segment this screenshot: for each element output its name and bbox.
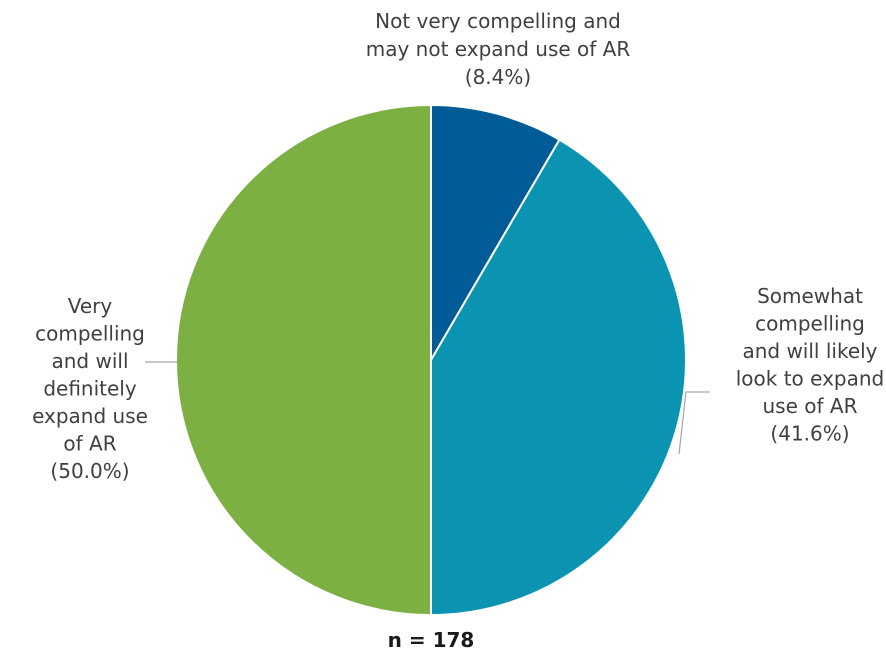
slice-label-line: Not very compelling and <box>375 9 621 33</box>
slice-label-line: use of AR <box>763 394 858 418</box>
pie-slice-3 <box>175 103 432 617</box>
slice-label-3: Very compelling and will definitely expand u… <box>32 294 148 483</box>
slice-label-line: Somewhat <box>757 284 863 308</box>
slice-label-line: compelling <box>755 312 865 336</box>
slice-label-line: expand use <box>32 404 148 428</box>
pie-slice-2 <box>430 138 687 617</box>
slice-label-line: (41.6%) <box>770 422 849 446</box>
slice-label-line: compelling <box>35 322 145 346</box>
slice-label-line: and will likely <box>742 339 877 363</box>
slice-label-line: (8.4%) <box>465 65 531 89</box>
slice-label-line: and will <box>51 349 128 373</box>
slice-label-line: of AR <box>63 432 116 456</box>
slice-label-line: look to expand <box>736 367 885 391</box>
slice-label-line: Very <box>68 294 113 318</box>
slice-label-1: Not very compelling and may not expand us… <box>366 9 631 89</box>
slice-labels: Not very compelling and may not expand us… <box>32 9 884 483</box>
slice-label-line: definitely <box>43 377 137 401</box>
pie-slices <box>175 103 687 617</box>
pie-slice-1 <box>430 103 561 364</box>
leader-line-2 <box>678 391 710 455</box>
slice-label-2: Somewhat compelling and will likely look to… <box>736 284 885 446</box>
sample-size-note: n = 178 <box>388 628 475 652</box>
leader-lines <box>145 361 710 455</box>
slice-label-line: (50.0%) <box>50 459 129 483</box>
slice-label-line: may not expand use of AR <box>366 37 631 61</box>
